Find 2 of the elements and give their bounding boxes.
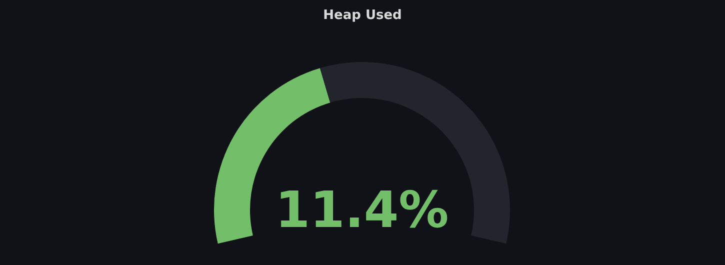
- chart-title: Heap Used: [323, 8, 402, 23]
- text: 11.4%: [275, 181, 449, 239]
